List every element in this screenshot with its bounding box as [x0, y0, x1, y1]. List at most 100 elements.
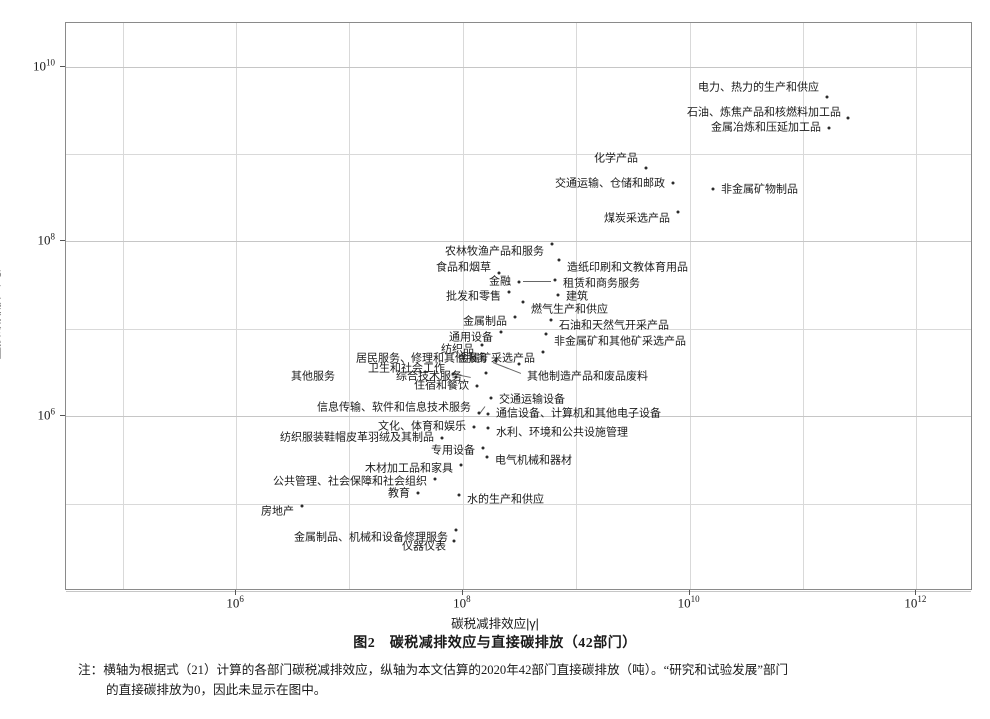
gridline-vertical — [122, 23, 124, 589]
data-point-label: 化学产品 — [594, 152, 638, 165]
data-point-label: 非金属矿物制品 — [721, 183, 798, 196]
data-point — [513, 315, 517, 319]
data-point — [517, 280, 521, 284]
data-point-label: 房地产 — [261, 505, 294, 518]
data-point-label: 综合技术服务 — [396, 370, 462, 383]
data-point-label: 纺织服装鞋帽皮革羽绒及其制品 — [280, 431, 434, 444]
data-point-label: 通用设备 — [449, 331, 493, 344]
data-point — [499, 330, 503, 334]
data-point — [827, 126, 831, 130]
data-point-label: 非金属矿和其他矿采选产品 — [554, 335, 686, 348]
data-point — [480, 343, 484, 347]
data-point-label: 金属矿采选产品 — [458, 352, 535, 365]
y-axis-tick — [60, 415, 65, 417]
data-point — [521, 300, 525, 304]
data-point — [541, 350, 545, 354]
data-point — [457, 493, 461, 497]
data-point-label: 仪器仪表 — [402, 540, 446, 553]
data-point-label: 公共管理、社会保障和社会组织 — [273, 475, 427, 488]
gridline-vertical — [576, 23, 578, 589]
figure-caption: 图2 碳税减排效应与直接碳排放（42部门） — [353, 636, 637, 651]
data-point-label: 农林牧渔产品和服务 — [445, 245, 544, 258]
x-axis-tick — [915, 590, 917, 595]
data-point-label: 煤炭采选产品 — [604, 212, 670, 225]
data-point-label: 木材加工品和家具 — [365, 462, 453, 475]
data-point-label: 文化、体育和娱乐 — [378, 420, 466, 433]
data-point-label: 金属冶炼和压延加工品 — [711, 121, 821, 134]
gridline-horizontal — [66, 591, 971, 592]
data-point — [557, 258, 561, 262]
data-point-label: 卫生和社会工作 — [368, 362, 445, 375]
data-point-label: 住宿和餐饮 — [414, 379, 469, 392]
data-point — [472, 425, 476, 429]
gridline-vertical — [236, 23, 238, 589]
data-point — [671, 181, 675, 185]
y-axis-tick — [60, 240, 65, 242]
data-point — [475, 384, 479, 388]
data-point — [507, 290, 511, 294]
data-point-label: 交通运输设备 — [499, 393, 565, 406]
data-point-label: 纺织品 — [441, 343, 474, 356]
data-point — [477, 411, 481, 415]
data-point — [494, 359, 498, 363]
gridline-horizontal — [66, 416, 971, 418]
gridline-horizontal — [66, 66, 971, 68]
x-axis-tick — [688, 590, 690, 595]
data-point-label: 居民服务、修理和其他服务 — [356, 352, 488, 365]
x-axis-title: 碳税减排效应|γ| — [451, 617, 539, 631]
data-point — [644, 166, 648, 170]
gridline-vertical — [349, 23, 351, 589]
y-axis-tick — [60, 65, 65, 67]
figure-note-line1: 横轴为根据式（21）计算的各部门碳税减排效应，纵轴为本文估算的2020年42部门… — [103, 663, 789, 677]
data-point-label: 建筑 — [566, 290, 588, 303]
data-point-label: 电气机械和器材 — [495, 454, 572, 467]
data-point-label: 电力、热力的生产和供应 — [698, 81, 819, 94]
data-point — [497, 271, 501, 275]
x-axis-tick-label: 1012 — [904, 594, 927, 611]
data-point — [676, 210, 680, 214]
data-point-label: 交通运输、仓储和邮政 — [555, 177, 665, 190]
gridline-vertical — [462, 23, 464, 589]
data-point-label: 通信设备、计算机和其他电子设备 — [496, 407, 661, 420]
x-axis-tick-label: 1010 — [677, 594, 700, 611]
data-point-label: 信息传输、软件和信息技术服务 — [317, 401, 471, 414]
figure-note-label: 注： — [78, 663, 104, 677]
data-point — [300, 504, 304, 508]
data-point-label: 石油和天然气开采产品 — [559, 319, 669, 332]
gridline-horizontal — [66, 154, 971, 156]
data-point — [489, 396, 493, 400]
data-point-label: 教育 — [388, 487, 410, 500]
x-axis-tick-label: 108 — [453, 594, 471, 611]
data-point — [846, 116, 850, 120]
data-point-label: 专用设备 — [431, 444, 475, 457]
data-point — [556, 293, 560, 297]
data-point — [481, 446, 485, 450]
y-axis-title: 直接碳排放（吨） — [0, 259, 3, 360]
data-point — [549, 318, 553, 322]
data-point — [440, 436, 444, 440]
y-axis-tick-label: 108 — [37, 231, 56, 249]
data-point — [825, 95, 829, 99]
data-point — [433, 477, 437, 481]
y-axis-tick-label: 106 — [37, 406, 56, 423]
gridline-horizontal — [66, 503, 971, 505]
data-point — [454, 375, 458, 379]
data-point — [553, 278, 557, 282]
data-point-label: 食品和烟草 — [436, 261, 491, 274]
label-leader-line — [523, 281, 551, 282]
data-point — [711, 187, 715, 191]
x-axis-tick — [461, 590, 463, 595]
data-point — [485, 455, 489, 459]
x-axis-tick-label: 106 — [226, 594, 244, 611]
data-point-label: 石油、炼焦产品和核燃料加工品 — [687, 106, 841, 119]
data-point-label: 金属制品 — [463, 315, 507, 328]
gridline-vertical — [802, 23, 804, 589]
gridline-vertical — [916, 23, 918, 589]
data-point-label: 燃气生产和供应 — [531, 303, 608, 316]
data-point — [484, 371, 488, 375]
data-point-label: 批发和零售 — [446, 290, 501, 303]
y-axis-tick-label: 1010 — [33, 56, 55, 74]
data-point-label: 金融 — [489, 275, 511, 288]
figure-note-line2: 的直接碳排放为0，因此未显示在图中。 — [106, 683, 327, 698]
